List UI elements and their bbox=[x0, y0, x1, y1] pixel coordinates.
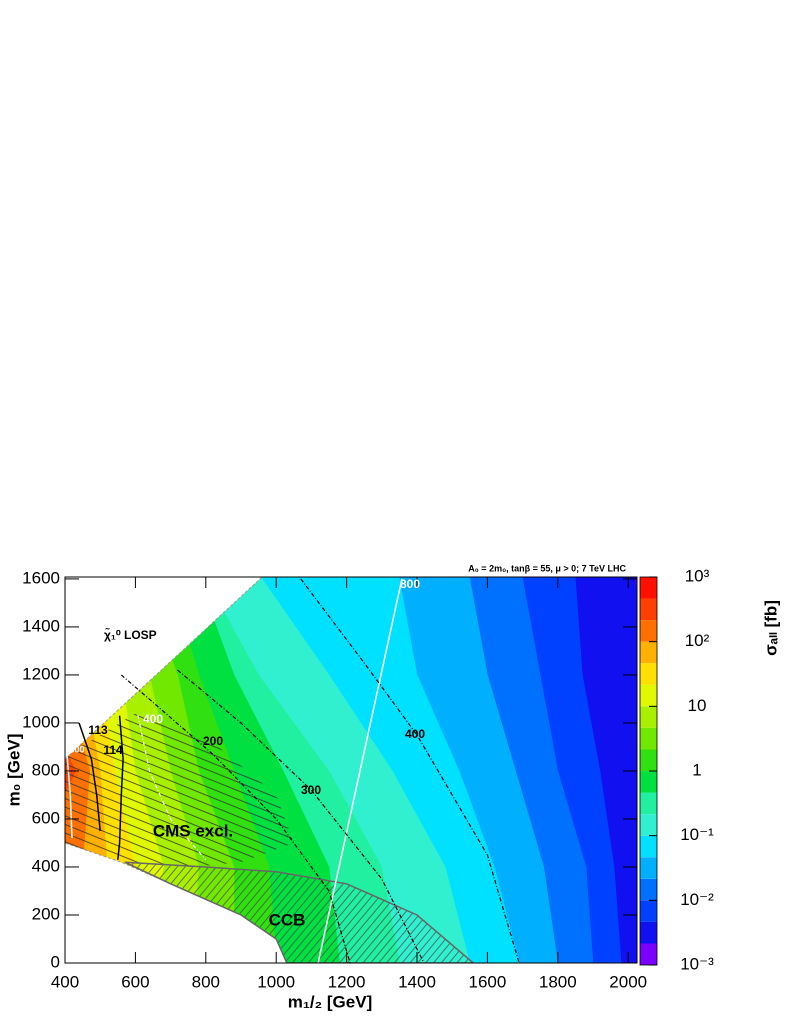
region-label: CMS excl. bbox=[153, 821, 233, 840]
contour-label: 800 bbox=[400, 577, 420, 591]
contour-label: 300 bbox=[69, 744, 84, 754]
x-tick-label: 1000 bbox=[257, 972, 295, 991]
contour-line bbox=[120, 674, 351, 963]
plot-frame bbox=[64, 576, 638, 964]
contour-label: 113 bbox=[88, 723, 108, 737]
y-tick-label: 1400 bbox=[22, 616, 60, 635]
colorbar-bin bbox=[640, 857, 657, 879]
contour-line bbox=[317, 578, 403, 963]
colorbar-bin bbox=[640, 835, 657, 858]
contour-line bbox=[137, 714, 207, 861]
contour-label: 400 bbox=[143, 712, 163, 726]
y-tick-label: 400 bbox=[32, 856, 60, 875]
x-tick-label: 1400 bbox=[398, 972, 436, 991]
x-tick-label: 400 bbox=[51, 972, 79, 991]
x-tick-label: 800 bbox=[192, 972, 220, 991]
colorbar-bin bbox=[640, 749, 657, 771]
x-tick-label: 1200 bbox=[328, 972, 366, 991]
annotation: χ̃₁⁰ LOSP bbox=[104, 627, 157, 642]
colorbar-bin bbox=[640, 598, 657, 621]
colorbar-bin bbox=[640, 900, 657, 922]
chart-title: A₀ = 2m₀, tanβ = 55, μ > 0; 7 TeV LHC bbox=[468, 563, 626, 573]
colorbar-tick-label: 10⁻³ bbox=[680, 954, 714, 973]
colorbar-bin bbox=[640, 878, 657, 901]
y-tick-label: 1200 bbox=[22, 664, 60, 683]
contour-label: 300 bbox=[301, 783, 321, 797]
y-tick-label: 200 bbox=[32, 904, 60, 923]
colorbar-bin bbox=[640, 792, 657, 815]
colorbar-label: σₐₗₗ [fb] bbox=[761, 600, 780, 656]
region-label: CCB bbox=[269, 910, 306, 929]
y-axis-label: m₀ [GeV] bbox=[4, 734, 23, 807]
colorbar-bin bbox=[640, 943, 657, 965]
contour-lines bbox=[66, 578, 520, 963]
x-tick-label: 1600 bbox=[468, 972, 506, 991]
axes: 400 600 800 1000 1200 1400 1600 1800 20000200400… bbox=[22, 566, 714, 991]
colorbar-bin bbox=[640, 684, 657, 707]
colorbar-bin bbox=[640, 727, 657, 750]
excluded-region bbox=[124, 861, 475, 963]
colorbar-tick-label: 10⁻¹ bbox=[680, 825, 714, 844]
contour-line bbox=[177, 669, 425, 963]
colorbar-bin bbox=[640, 620, 657, 642]
contour-line bbox=[66, 751, 73, 839]
colorbar-bin bbox=[640, 814, 657, 836]
colorbar-bin bbox=[640, 663, 657, 685]
colorbar-bin bbox=[640, 706, 657, 728]
colorbar-tick-label: 10² bbox=[685, 631, 710, 650]
contour-line bbox=[78, 722, 101, 832]
colorbar-bin bbox=[640, 577, 657, 599]
x-tick-label: 1800 bbox=[539, 972, 577, 991]
y-tick-label: 0 bbox=[51, 952, 60, 971]
colorbar-bin bbox=[640, 921, 657, 944]
y-tick-label: 600 bbox=[32, 808, 60, 827]
contour-label: 114 bbox=[103, 743, 123, 757]
x-axis-label: m₁/₂ [GeV] bbox=[288, 992, 373, 1011]
colorbar-bin bbox=[640, 771, 657, 793]
x-tick-label: 600 bbox=[121, 972, 149, 991]
contour-line bbox=[300, 578, 520, 963]
contour-label: 400 bbox=[405, 727, 425, 741]
contour-label: 200 bbox=[203, 734, 223, 748]
colorbar-tick-label: 10 bbox=[688, 696, 707, 715]
colorbar-tick-label: 1 bbox=[692, 760, 701, 779]
colorbar-tick-label: 10³ bbox=[685, 566, 710, 585]
y-tick-label: 1600 bbox=[22, 568, 60, 587]
x-tick-label: 2000 bbox=[609, 972, 647, 991]
colorbar-bin bbox=[640, 641, 657, 664]
colorbar-tick-label: 10⁻² bbox=[680, 890, 714, 909]
y-tick-label: 800 bbox=[32, 760, 60, 779]
y-tick-label: 1000 bbox=[22, 712, 60, 731]
contour-line bbox=[117, 715, 124, 860]
